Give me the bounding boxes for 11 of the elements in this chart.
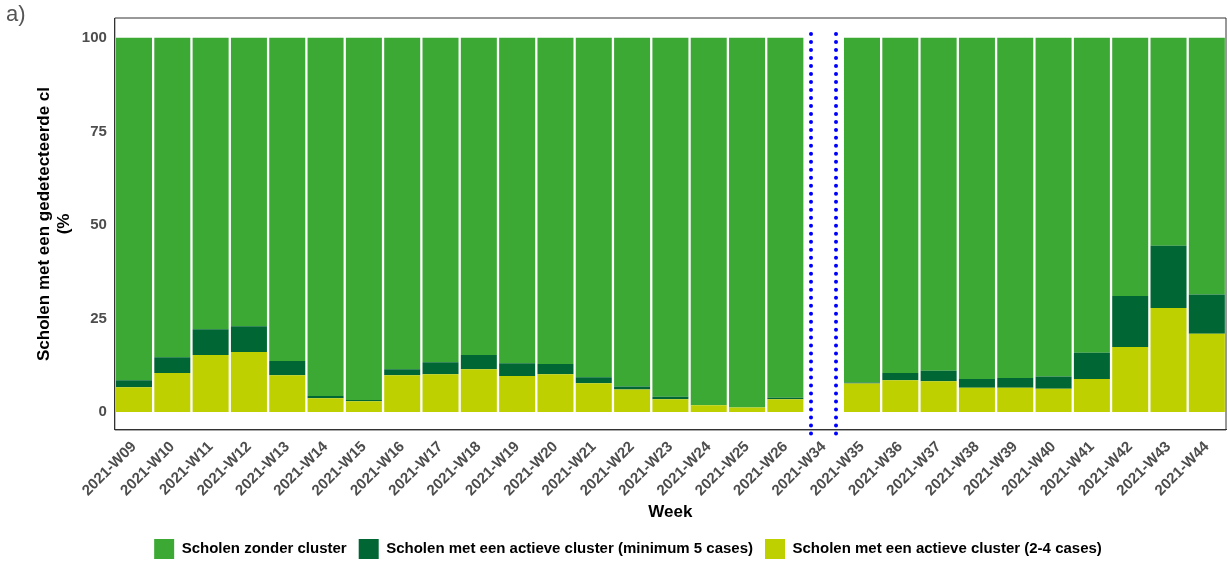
y-tick-label: 75 bbox=[90, 121, 107, 139]
y-tick-label: 100 bbox=[81, 27, 107, 45]
x-axis-title: Week bbox=[648, 502, 694, 522]
legend-label: Scholen met een actieve cluster (2-4 cases) bbox=[792, 539, 1102, 557]
legend-label: Scholen zonder cluster bbox=[181, 539, 347, 557]
text: a) bbox=[6, 1, 26, 27]
legend-label: Scholen met een actieve cluster (minimum 5 cases) bbox=[386, 539, 754, 557]
y-tick-label: 0 bbox=[98, 402, 107, 420]
y-tick-label: 25 bbox=[90, 308, 107, 326]
y-axis-title: Scholen met een gedetecteerde cl (% bbox=[33, 86, 74, 361]
y-tick-label: 50 bbox=[90, 215, 107, 233]
